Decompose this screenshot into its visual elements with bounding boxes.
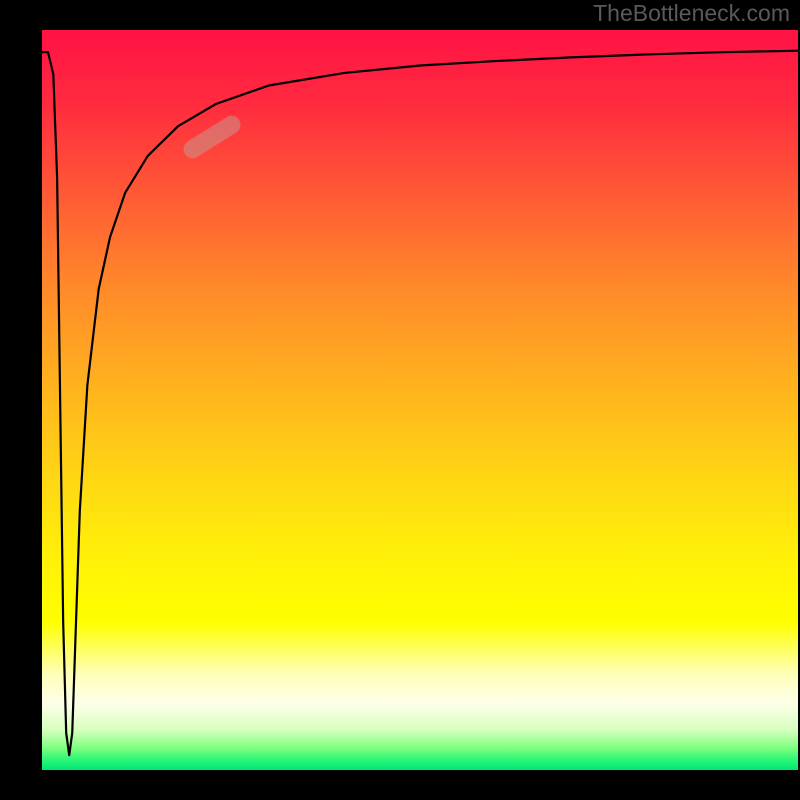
plot-svg (42, 30, 798, 770)
plot-background (42, 30, 798, 770)
watermark-text: TheBottleneck.com (593, 0, 790, 27)
chart-container: TheBottleneck.com (0, 0, 800, 800)
